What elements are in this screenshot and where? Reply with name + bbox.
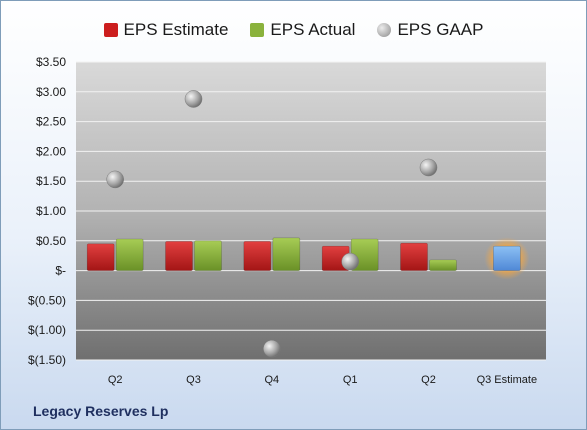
legend-label-eps-estimate: EPS Estimate bbox=[123, 20, 229, 39]
y-tick-label: $(1.00) bbox=[28, 323, 66, 337]
x-axis-tick-labels: Q2 Q3 Q4 Q1 Q2 Q3 Estimate bbox=[108, 374, 537, 386]
gridlines bbox=[76, 61, 546, 361]
legend-item-eps-estimate: EPS Estimate bbox=[103, 20, 229, 40]
gaap-points bbox=[106, 90, 438, 358]
eps-actual-bar bbox=[272, 237, 301, 271]
y-tick-label: $3.00 bbox=[36, 85, 66, 99]
eps-gaap-point bbox=[184, 90, 203, 108]
bars bbox=[86, 237, 530, 280]
company-name: Legacy Reserves Lp bbox=[33, 403, 169, 419]
legend-swatch-eps-gaap bbox=[377, 23, 392, 37]
eps-estimate-bar bbox=[165, 241, 193, 271]
y-tick-label: $2.00 bbox=[36, 144, 66, 158]
legend-swatch-eps-estimate bbox=[103, 23, 118, 37]
eps-estimate-bar bbox=[243, 241, 272, 271]
x-tick-label: Q2 bbox=[108, 374, 123, 386]
y-tick-label: $3.50 bbox=[36, 55, 66, 69]
y-tick-label: $1.00 bbox=[36, 204, 66, 218]
legend-item-eps-gaap: EPS GAAP bbox=[377, 20, 483, 40]
eps-gaap-point bbox=[341, 252, 359, 271]
x-tick-label: Q4 bbox=[264, 374, 279, 386]
x-tick-label: Q3 bbox=[186, 374, 201, 386]
eps-estimate-bar bbox=[400, 242, 428, 271]
eps-gaap-point bbox=[106, 170, 124, 189]
y-tick-label: $2.50 bbox=[36, 115, 66, 129]
eps-actual-bar bbox=[194, 240, 222, 271]
eps-estimate-forecast-bar bbox=[493, 245, 521, 271]
eps-estimate-bar bbox=[86, 243, 115, 271]
y-axis-tick-labels: $3.50 $3.00 $2.50 $2.00 $1.50 $1.00 $0.50 $- $(0… bbox=[28, 55, 66, 367]
y-tick-label: $(0.50) bbox=[28, 293, 66, 307]
legend-swatch-eps-actual bbox=[250, 23, 265, 37]
eps-gaap-point bbox=[263, 339, 281, 358]
eps-actual-bar bbox=[115, 238, 144, 271]
x-tick-label: Q2 bbox=[421, 374, 436, 386]
x-tick-label: Q3 Estimate bbox=[477, 374, 538, 386]
y-tick-label: $(1.50) bbox=[28, 353, 66, 367]
y-tick-label: $0.50 bbox=[36, 234, 66, 248]
eps-gaap-point bbox=[419, 158, 438, 177]
legend-label-eps-actual: EPS Actual bbox=[270, 20, 356, 39]
legend-item-eps-actual: EPS Actual bbox=[250, 20, 355, 40]
y-tick-label: $1.50 bbox=[36, 174, 66, 188]
y-tick-label: $- bbox=[55, 264, 66, 278]
x-tick-label: Q1 bbox=[343, 374, 358, 386]
legend-label-eps-gaap: EPS GAAP bbox=[397, 20, 484, 39]
legend: EPS Estimate EPS Actual EPS GAAP bbox=[1, 19, 586, 41]
eps-actual-bar bbox=[429, 259, 457, 271]
